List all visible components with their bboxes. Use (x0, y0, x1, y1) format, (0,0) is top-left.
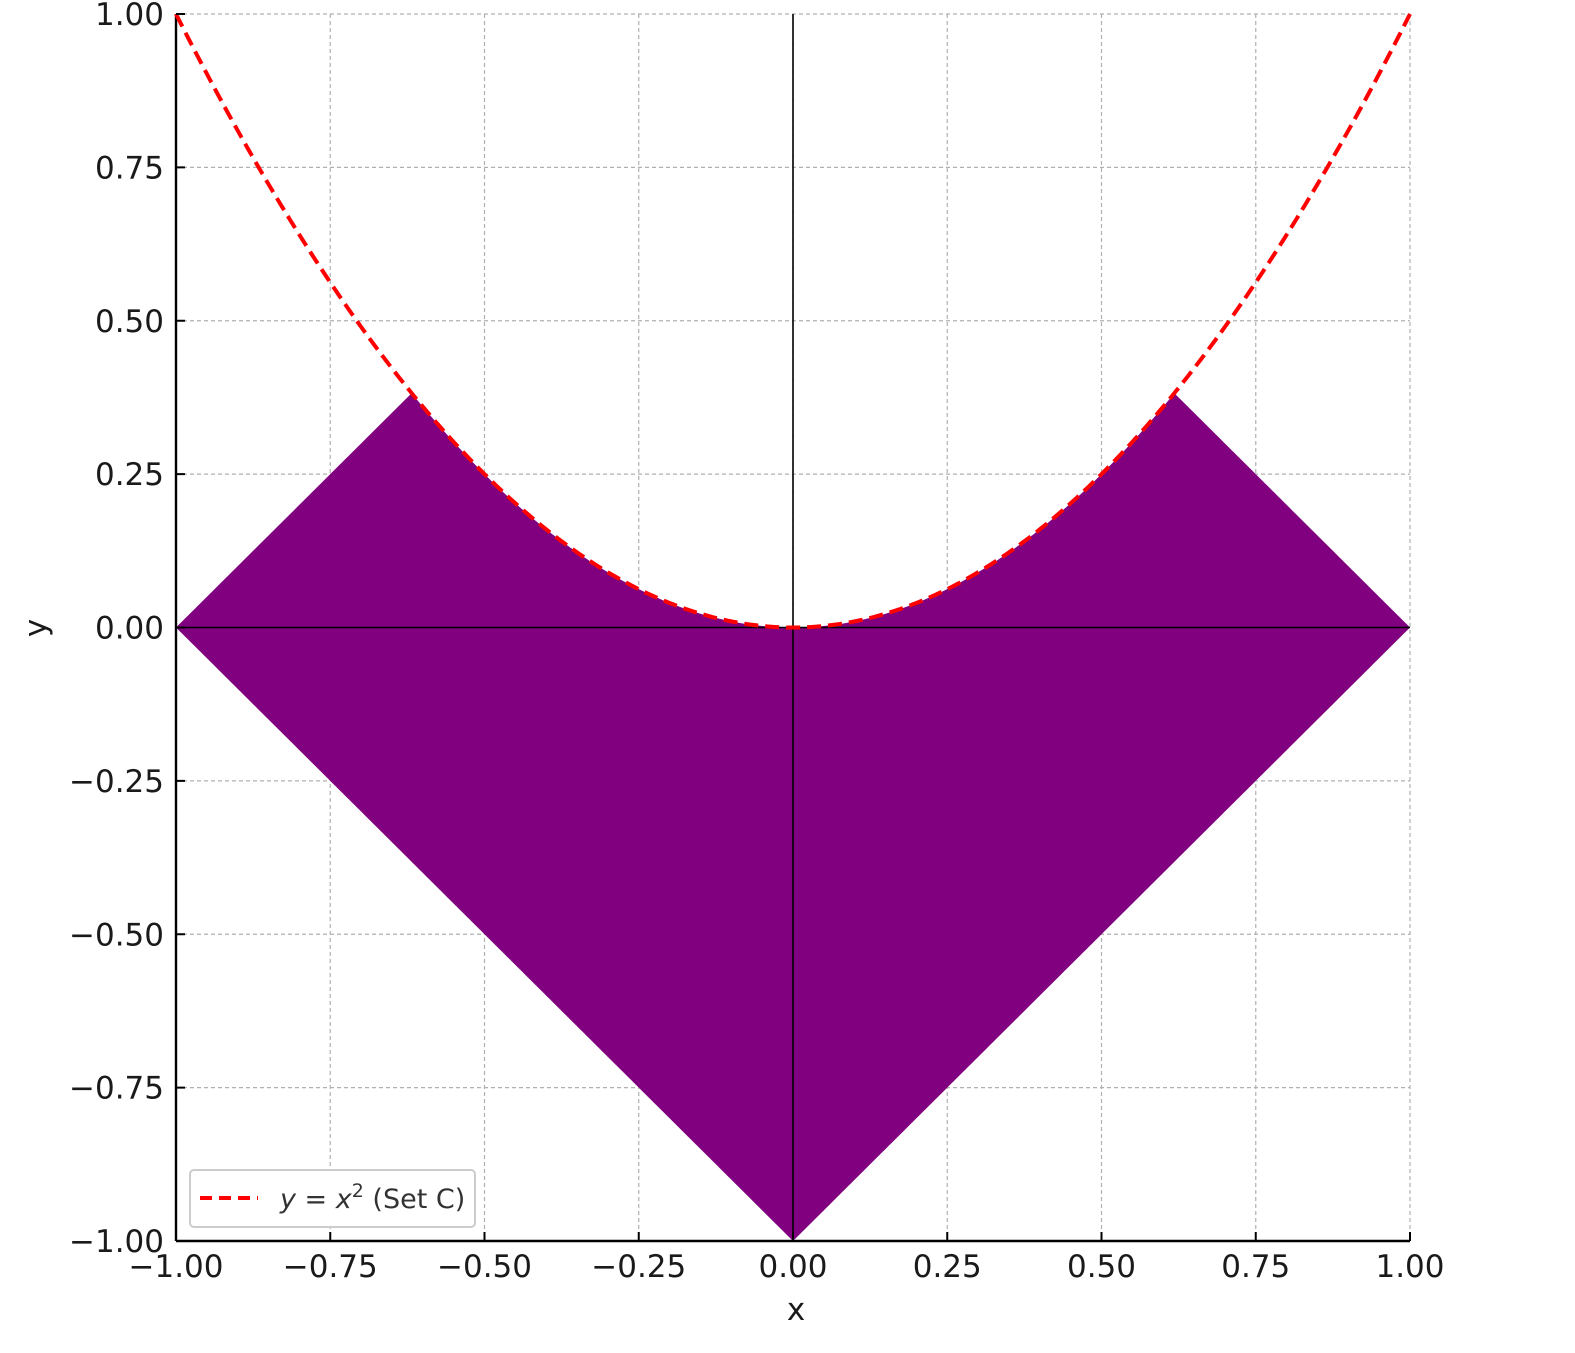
y-tick-label: −0.50 (69, 917, 164, 953)
axis-labels: x y (18, 619, 805, 1328)
y-tick-label: −1.00 (69, 1224, 164, 1260)
y-tick-label: 0.50 (95, 304, 164, 340)
x-axis-label: x (787, 1292, 805, 1328)
x-tick-label: 0.50 (1067, 1249, 1136, 1285)
y-tick-label: −0.25 (69, 764, 164, 800)
y-tick-label: 0.75 (95, 150, 164, 186)
y-tick-label: 0.00 (95, 611, 164, 647)
legend-box (189, 1169, 476, 1228)
legend: y = x2 (Set C) (189, 1169, 476, 1228)
ticks: −1.00 −0.75 −0.50 −0.25 0.00 0.25 0.50 0.75 1.00… (69, 0, 1445, 1285)
x-tick-label: 0.00 (758, 1249, 827, 1285)
x-tick-label: 0.75 (1221, 1249, 1290, 1285)
x-tick-label: −0.25 (591, 1249, 686, 1285)
series-line (174, 13, 1412, 630)
x-tick-label: −1.00 (129, 1249, 224, 1285)
x-tick-label: −0.75 (283, 1249, 378, 1285)
y-tick-label: −0.75 (69, 1071, 164, 1107)
x-tick-label: 0.25 (913, 1249, 982, 1285)
curve-layer (174, 13, 1412, 630)
x-tick-label: −0.50 (437, 1249, 532, 1285)
legend-label: y = x2 (Set C) (279, 1180, 465, 1215)
x-tick-label: 1.00 (1375, 1249, 1444, 1285)
y-axis-label: y (18, 619, 54, 637)
y-tick-label: 0.25 (95, 457, 164, 493)
y-tick-label: 1.00 (95, 0, 164, 33)
